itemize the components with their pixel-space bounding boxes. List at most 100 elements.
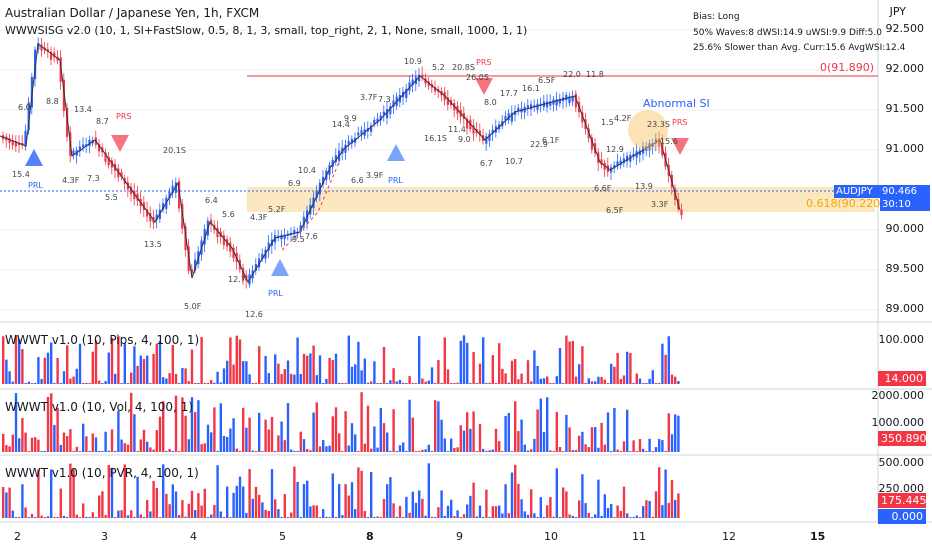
histogram-bar <box>72 469 75 518</box>
histogram-bar <box>104 515 107 518</box>
histogram-bar <box>395 381 398 384</box>
histogram-bar <box>267 510 270 518</box>
histogram-bar <box>216 465 219 518</box>
histogram-bar <box>338 383 341 384</box>
candle-body <box>299 225 302 232</box>
histogram-bar <box>411 491 414 518</box>
candle-body <box>350 138 353 144</box>
histogram-bar <box>565 491 568 518</box>
wave-label: 20.8S <box>452 63 475 72</box>
buy-triangle <box>387 144 405 161</box>
histogram-bar <box>280 421 283 452</box>
histogram-bar <box>344 411 347 452</box>
candle-body <box>434 86 437 92</box>
histogram-bar <box>152 449 155 452</box>
histogram-bar <box>350 366 354 384</box>
histogram-bar <box>277 435 280 452</box>
histogram-bar <box>654 491 658 518</box>
histogram-bar <box>648 438 651 452</box>
histogram-bar <box>181 397 184 452</box>
histogram-bar <box>347 445 350 452</box>
histogram-bar <box>414 502 418 518</box>
histogram-bar <box>373 426 376 452</box>
candle-body <box>485 136 488 144</box>
histogram-bar <box>376 447 379 452</box>
candle-body <box>229 242 232 252</box>
wave-label: 3.9F <box>366 171 384 180</box>
histogram-bar <box>178 382 181 384</box>
histogram-bar <box>475 516 478 518</box>
histogram-bar <box>53 424 56 452</box>
histogram-bar <box>322 440 325 452</box>
histogram-bar <box>488 450 491 452</box>
candle-body <box>619 160 622 166</box>
wave-label: 6.6F <box>594 184 612 193</box>
indicator-title: WWWSISG v2.0 (10, 1, SI+FastSlow, 0.5, 8… <box>5 24 528 37</box>
histogram-bar <box>606 383 610 384</box>
histogram-bar <box>642 448 645 452</box>
wave-label: 20.1S <box>163 146 186 155</box>
histogram-bar <box>469 383 472 384</box>
histogram-bar <box>357 451 360 452</box>
histogram-bar <box>206 383 210 384</box>
histogram-bar <box>325 516 328 518</box>
histogram-bar <box>626 409 629 452</box>
histogram-bar <box>264 509 267 518</box>
histogram-bar <box>453 383 456 384</box>
histogram-bar <box>549 450 552 452</box>
histogram-bar <box>536 409 539 452</box>
histogram-bar <box>277 363 280 384</box>
histogram-bar <box>123 443 126 452</box>
histogram-bar <box>14 393 18 452</box>
histogram-bar <box>98 451 101 452</box>
histogram-bar <box>53 383 56 384</box>
histogram-bar <box>293 466 296 518</box>
histogram-bar <box>526 450 530 452</box>
sell-triangle <box>475 78 493 95</box>
histogram-bar <box>27 381 30 384</box>
candle-body <box>315 190 318 198</box>
histogram-bar <box>414 383 418 384</box>
candle-body <box>370 125 373 132</box>
candle-body <box>446 97 449 105</box>
wave-label: 5.0F <box>184 302 202 311</box>
histogram-bar <box>667 502 670 518</box>
histogram-bar <box>456 510 459 518</box>
histogram-bar <box>30 514 34 518</box>
prs-label: PRS <box>116 112 132 121</box>
histogram-bar <box>277 509 280 518</box>
histogram-bar <box>507 413 510 452</box>
histogram-bar <box>226 436 229 452</box>
candle-body <box>50 51 53 60</box>
histogram-bar <box>62 515 66 518</box>
histogram-bar <box>18 517 21 518</box>
histogram-bar <box>59 488 62 518</box>
histogram-bar <box>152 480 155 518</box>
histogram-bar <box>517 483 520 518</box>
histogram-bar <box>667 413 670 452</box>
histogram-bar <box>594 514 597 518</box>
last-price-tag: 90.466 <box>880 185 930 198</box>
symbol-tag[interactable]: AUDJPY <box>834 185 882 198</box>
histogram-bar <box>312 412 315 452</box>
histogram-bar <box>2 336 5 384</box>
histogram-bar <box>213 382 216 384</box>
histogram-bar <box>514 401 517 452</box>
histogram-bar <box>482 337 485 384</box>
histogram-bar <box>136 451 139 452</box>
histogram-bar <box>78 451 82 452</box>
histogram-bar <box>200 336 203 384</box>
wave-label: 11.8 <box>586 70 604 79</box>
histogram-bar <box>389 451 392 452</box>
histogram-bar <box>107 450 110 452</box>
histogram-bar <box>485 383 488 384</box>
histogram-bar <box>507 513 510 518</box>
histogram-bar <box>341 515 344 518</box>
histogram-bar <box>27 517 30 518</box>
histogram-bar <box>200 444 203 452</box>
candle-body <box>357 132 360 136</box>
candle-body <box>360 130 363 135</box>
histogram-bar <box>558 517 562 518</box>
